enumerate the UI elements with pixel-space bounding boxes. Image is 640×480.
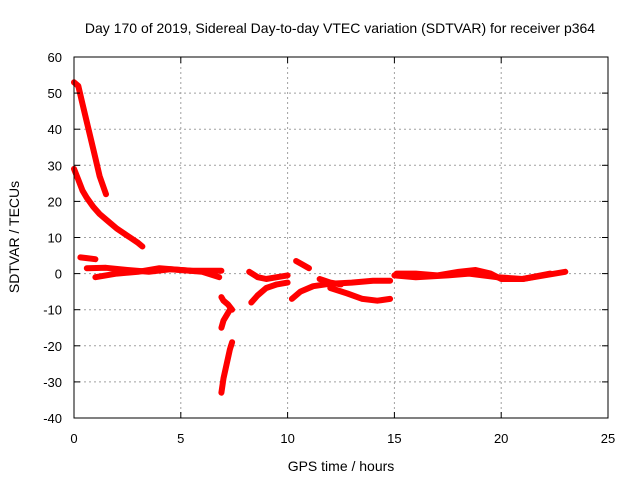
series-arc-7 [218, 306, 233, 331]
y-tick-label: 30 [48, 158, 62, 173]
series-arc-16 [391, 270, 554, 282]
y-tick-label: 10 [48, 231, 62, 246]
series-arc-5 [92, 265, 223, 281]
series-arc-13 [293, 258, 312, 272]
x-tick-label: 20 [494, 431, 508, 446]
series-arc-14 [316, 276, 344, 288]
x-axis-label: GPS time / hours [288, 458, 395, 474]
y-tick-label: -30 [43, 375, 62, 390]
y-tick-label: 50 [48, 86, 62, 101]
axes: 0 5 10 15 20 25 -40 -30 -20 -10 0 10 20 30 40 50 60 [43, 50, 615, 446]
data-series [71, 79, 569, 396]
y-tick-label: -20 [43, 339, 62, 354]
y-tick-label: 60 [48, 50, 62, 65]
y-tick-label: -10 [43, 303, 62, 318]
x-tick-label: 10 [280, 431, 294, 446]
y-tick-label: -40 [43, 411, 62, 426]
x-tick-label: 0 [70, 431, 77, 446]
chart-title: Day 170 of 2019, Sidereal Day-to-day VTE… [85, 20, 595, 36]
series-arc-2 [71, 165, 146, 250]
x-tick-label: 5 [177, 431, 184, 446]
series-arc-9 [246, 268, 291, 282]
y-tick-label: 40 [48, 122, 62, 137]
y-tick-label: 0 [55, 267, 62, 282]
series-arc-8 [218, 339, 236, 396]
series-arc-12 [327, 285, 394, 304]
series-arc-1 [71, 79, 109, 198]
y-tick-label: 20 [48, 194, 62, 209]
x-tick-label: 25 [601, 431, 615, 446]
series-arc-10 [248, 279, 291, 306]
y-axis-label: SDTVAR / TECUs [6, 181, 22, 293]
series-arc-3 [77, 254, 99, 263]
grid [74, 57, 608, 418]
x-tick-label: 15 [387, 431, 401, 446]
plot-frame [73, 56, 609, 419]
